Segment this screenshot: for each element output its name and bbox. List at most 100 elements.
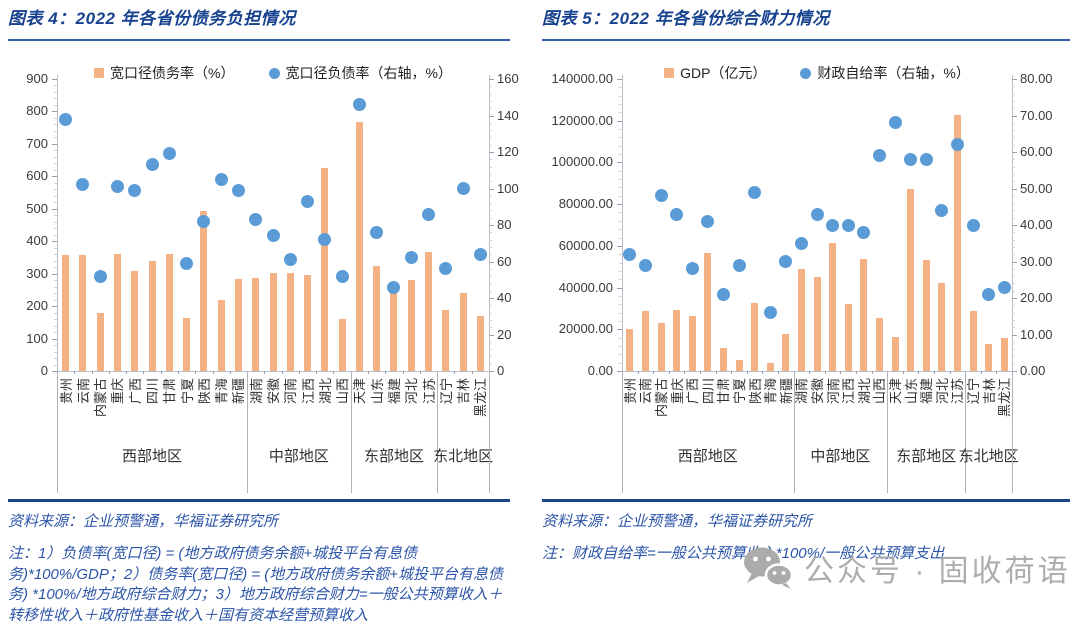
region-separator [1012, 371, 1013, 493]
category-tick [108, 371, 110, 374]
right-axis-tick [489, 225, 494, 226]
minor-tick [54, 325, 57, 327]
minor-tick [619, 279, 622, 281]
category-tick [824, 371, 826, 374]
left-axis-tick-label: 100 [26, 330, 48, 346]
category-tick [229, 371, 231, 374]
category-tick [333, 371, 335, 374]
category-tick [996, 371, 998, 374]
legend-dot-swatch [268, 67, 280, 79]
right-axis-tick [489, 298, 494, 299]
scatter-dot [439, 262, 453, 276]
minor-tick [54, 319, 57, 321]
category-tick [402, 371, 404, 374]
scatter-dot [266, 229, 280, 243]
legend-label: GDP（亿元） [680, 65, 767, 81]
chart5-note: 注：财政自给率=一般公共预算收入*100%/一般公共预算支出 [542, 545, 945, 562]
right-axis-tick [489, 152, 494, 153]
minor-tick [619, 212, 622, 214]
minor-tick [619, 95, 622, 97]
region-separator [887, 371, 889, 493]
x-label: 江西 [841, 378, 857, 405]
category-tick [298, 371, 300, 374]
category-tick [934, 371, 935, 374]
left-axis-tick-label: 40000.00 [558, 279, 613, 295]
minor-tick [54, 163, 57, 165]
x-label: 湖南 [248, 378, 264, 405]
left-axis-tick [52, 176, 57, 178]
x-label: 甘肃 [162, 378, 178, 405]
minor-tick [1012, 108, 1015, 110]
minor-tick [1012, 239, 1015, 241]
x-label: 四川 [145, 378, 161, 405]
scatter-dot [249, 213, 263, 227]
left-axis-tick [617, 329, 622, 331]
x-label: 宁夏 [179, 378, 195, 405]
minor-tick [489, 276, 492, 278]
minor-tick [54, 358, 57, 360]
x-label: 云南 [75, 378, 91, 405]
minor-tick [1012, 319, 1015, 321]
x-label: 江苏 [421, 378, 437, 405]
x-label: 湖北 [856, 378, 872, 405]
category-tick [195, 371, 197, 374]
bar [813, 277, 821, 371]
scatter-dot [145, 158, 159, 172]
minor-tick [489, 246, 492, 248]
minor-tick [54, 286, 57, 288]
x-label: 安徽 [266, 378, 281, 405]
left-axis-line [57, 75, 58, 371]
right-axis-line [1012, 75, 1013, 371]
scatter-dot [301, 194, 315, 208]
bar [953, 114, 961, 371]
chart5-title-rule [542, 39, 1070, 41]
right-axis-tick [489, 188, 494, 190]
chart-legend: 宽口径债务率（%） 宽口径负债率（右轴，%） [57, 63, 489, 83]
minor-tick [619, 337, 622, 339]
minor-tick [489, 349, 492, 351]
minor-tick [1012, 100, 1015, 102]
bar [938, 282, 946, 371]
chart5-footer-rule [542, 499, 1070, 502]
bar [62, 255, 70, 371]
minor-tick [1012, 232, 1015, 234]
region-label: 西部地区 [677, 448, 738, 465]
left-axis-tick [617, 120, 622, 122]
x-label: 山西 [872, 378, 888, 405]
minor-tick [1012, 349, 1015, 351]
chart5-source: 资料来源：企业预警通，华福证券研究所 [542, 513, 813, 530]
minor-tick [619, 112, 622, 114]
minor-tick [1012, 93, 1015, 95]
bar [200, 210, 208, 371]
minor-tick [54, 234, 57, 236]
right-axis-tick [1012, 188, 1017, 190]
bar [425, 251, 433, 371]
left-axis-tick-label: 60000.00 [558, 237, 613, 253]
scatter-dot [685, 262, 699, 276]
bar [79, 254, 87, 371]
minor-tick [619, 137, 622, 139]
minor-tick [1012, 246, 1015, 248]
scatter-dot [950, 138, 964, 152]
left-axis-tick [617, 245, 622, 247]
category-tick [281, 371, 283, 374]
legend-bar-swatch [94, 68, 105, 78]
scatter-dot [370, 225, 384, 239]
scatter-dot [214, 172, 228, 186]
minor-tick [54, 182, 57, 184]
category-tick [700, 371, 701, 374]
right-axis-tick [1012, 298, 1017, 299]
right-axis-tick-label: 20 [497, 326, 512, 342]
category-tick [212, 371, 214, 374]
bar [442, 310, 450, 371]
left-axis-tick [52, 371, 57, 372]
minor-tick [1012, 86, 1015, 88]
left-axis-tick [52, 111, 57, 113]
x-label: 广西 [685, 378, 701, 405]
x-label: 山东 [903, 378, 919, 405]
scatter-dot [732, 258, 746, 272]
bar [183, 317, 191, 371]
scatter-dot [982, 287, 996, 301]
scatter-dot [638, 258, 652, 272]
right-axis-tick-label: 120 [497, 144, 519, 159]
